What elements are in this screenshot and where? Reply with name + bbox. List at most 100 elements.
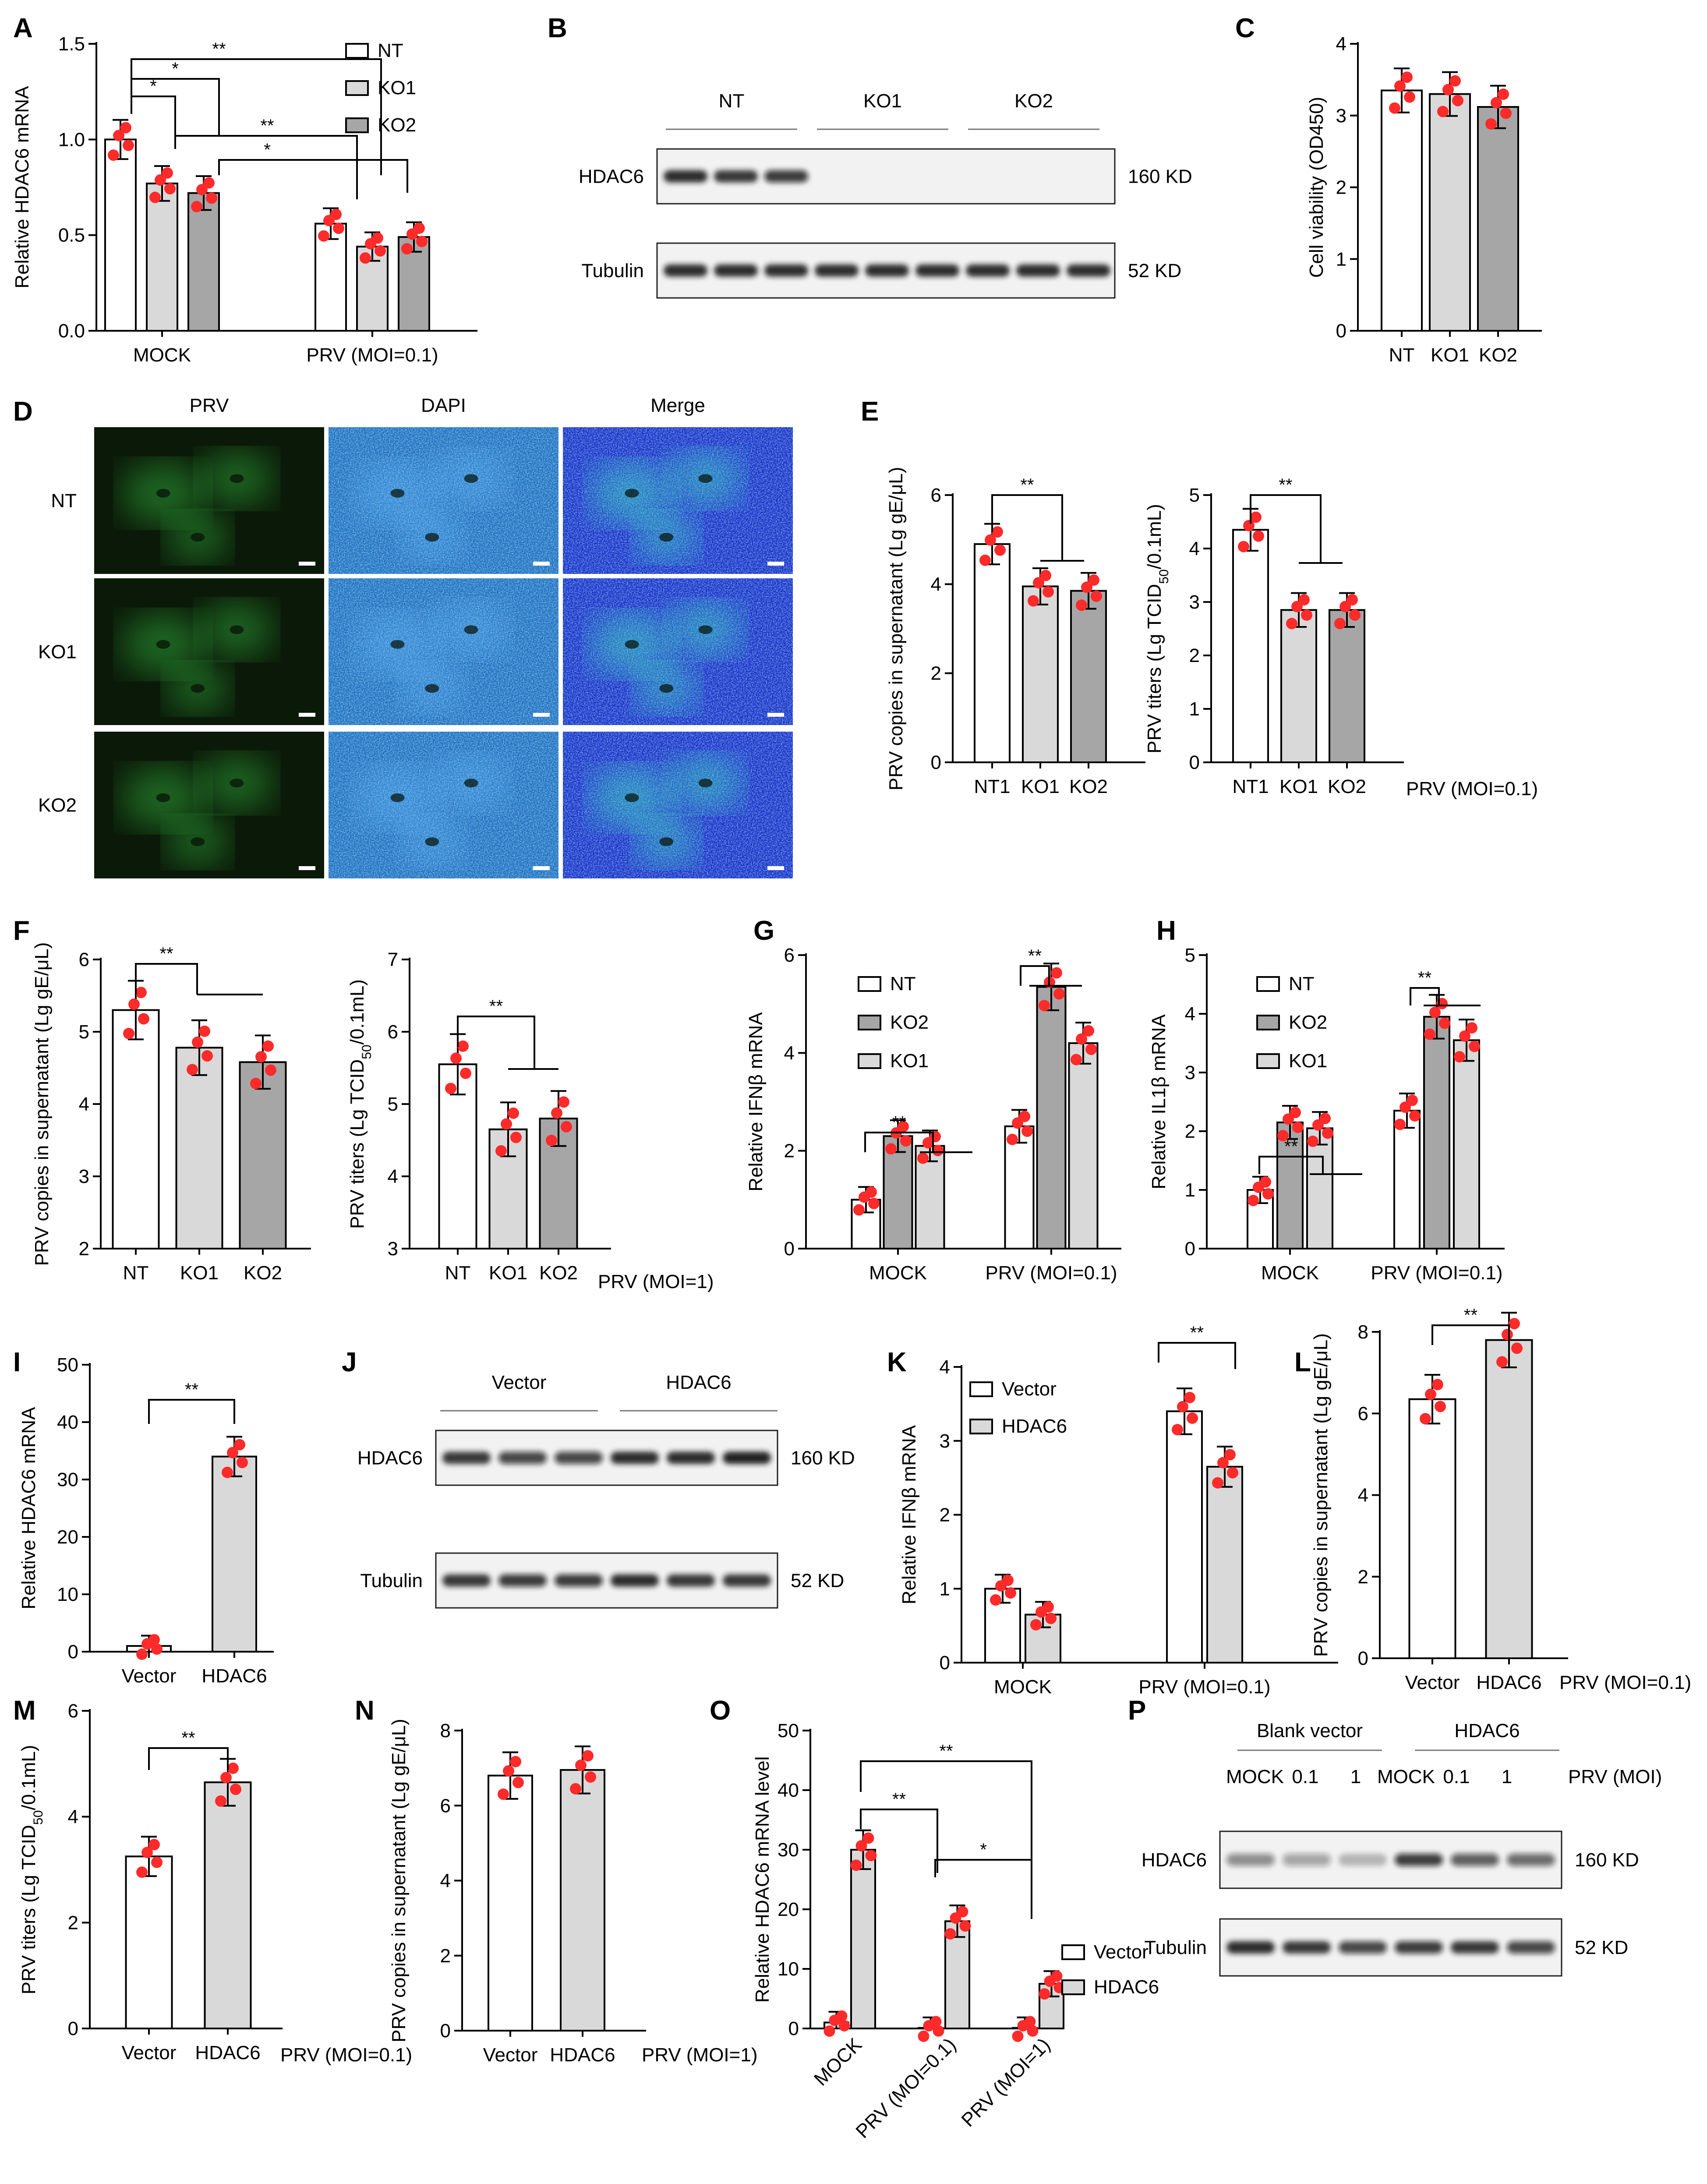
panel-letter-L: L — [1294, 1347, 1311, 1377]
data-point — [1424, 1028, 1435, 1040]
data-point — [1248, 1195, 1259, 1207]
band — [667, 1574, 715, 1587]
data-point — [498, 1788, 509, 1800]
x-tick-label: HDAC6 — [195, 2042, 260, 2064]
chart-M: 0 2 4 6 PRV titers (Lg TCID50/0.1mL) Vector HD… — [18, 1700, 412, 2066]
y-tick-label: 4 — [388, 1166, 398, 1187]
panel-letter-E: E — [861, 396, 879, 427]
y-tick-label: 4 — [68, 1806, 78, 1828]
micrograph-Merge-KO1 — [563, 578, 793, 725]
data-point — [1409, 1110, 1421, 1122]
y-axis-label: PRV copies in supernatant (Lg gE/μL) — [31, 942, 53, 1266]
bar-KO2 — [1329, 609, 1365, 764]
chart-N: 0 2 4 6 8 PRV copies in supernatant (Lg gE/μL… — [388, 1719, 757, 2066]
y-tick-label: 0.5 — [58, 225, 85, 246]
band — [664, 264, 707, 277]
legend-swatch-HDAC6 — [969, 1419, 993, 1434]
data-point — [1021, 1126, 1033, 1137]
bar-HDAC6 — [212, 1455, 257, 1653]
data-point — [546, 1135, 557, 1147]
significance-label: * — [150, 77, 157, 96]
data-point — [365, 238, 376, 250]
data-point — [406, 228, 418, 240]
bar-KO2 — [883, 1135, 913, 1250]
micrograph-PRV-NT — [94, 427, 324, 574]
data-point — [1012, 2030, 1024, 2042]
data-point — [1301, 609, 1312, 621]
panel-letter-F: F — [13, 916, 30, 946]
blot-lane-label: MOCK — [1377, 1766, 1435, 1788]
data-point — [917, 1152, 929, 1164]
plaque-center — [625, 793, 639, 802]
data-point — [1040, 570, 1051, 581]
y-tick-label: 10 — [778, 1958, 799, 1980]
y-tick-label: 2 — [1189, 645, 1200, 666]
blot-B: NT KO1 KO2 HDAC6 160 KD Tubulin 52 KD — [579, 90, 1192, 299]
plaque-center — [625, 640, 639, 649]
data-point — [1498, 88, 1509, 100]
band — [1507, 1941, 1555, 1954]
blot-lane-label: Vector — [492, 1372, 547, 1393]
data-point — [1491, 97, 1502, 109]
data-point — [510, 1132, 522, 1143]
y-tick-label: 5 — [1185, 945, 1195, 966]
legend-label: KO2 — [378, 114, 416, 136]
significance-bracket — [174, 135, 358, 199]
significance-bracket — [1158, 1342, 1236, 1369]
data-point — [1085, 1044, 1097, 1055]
significance-label: ** — [1028, 946, 1042, 966]
y-axis-label: PRV copies in supernatant (Lg gE/μL) — [388, 1719, 410, 2042]
y-tick-label: 3 — [1336, 105, 1347, 127]
data-point — [1435, 1401, 1446, 1412]
bar-Vector — [1166, 1410, 1203, 1664]
data-point — [227, 1447, 238, 1458]
y-axis-label: PRV titers (Lg TCID50/0.1mL) — [1144, 504, 1171, 754]
bar-HDAC6 — [560, 1769, 605, 2032]
data-point — [1033, 577, 1044, 589]
significance-bracket — [934, 1859, 1032, 1919]
chart-F1: 2 3 4 5 6 PRV copies in supernatant (Lg gE/μL… — [31, 942, 311, 1284]
y-tick-label: 2 — [440, 1945, 451, 1967]
data-point — [1485, 118, 1497, 130]
x-group-label: MOCK — [1261, 1262, 1319, 1284]
x-tick-label: NT — [123, 1262, 149, 1284]
y-tick-label: 0 — [940, 1652, 950, 1674]
data-point — [495, 1145, 507, 1157]
legend-swatch-KO2 — [1256, 1015, 1280, 1030]
legend-label: KO2 — [1289, 1012, 1327, 1033]
chart-I: 0 10 20 30 40 50 Relative HDAC6 mRNA Vector HDAC… — [18, 1354, 274, 1687]
bar-KO2 — [1276, 1121, 1304, 1250]
data-point — [570, 1783, 581, 1795]
band — [1451, 1854, 1499, 1866]
bar-HDAC6 — [1485, 1339, 1533, 1659]
data-point — [1005, 1587, 1016, 1599]
data-point — [1238, 541, 1249, 552]
band — [442, 1574, 491, 1587]
legend-swatch-KO1 — [1256, 1053, 1280, 1069]
data-point — [1502, 1329, 1513, 1341]
data-point — [1449, 75, 1461, 87]
band — [498, 1451, 547, 1464]
data-point — [859, 1191, 870, 1203]
data-point — [1184, 1391, 1195, 1403]
data-point — [1253, 1181, 1264, 1193]
data-point — [1312, 1119, 1324, 1131]
plaque-center — [156, 488, 170, 498]
x-tick-label: HDAC6 — [201, 1665, 267, 1687]
blot-box-HDAC6 — [1219, 1830, 1562, 1889]
plaque-center — [698, 625, 713, 634]
data-point — [1012, 1117, 1023, 1129]
plaque-center — [464, 779, 478, 788]
data-point — [136, 1866, 148, 1878]
x-tick-label: HDAC6 — [550, 2044, 615, 2066]
blot-box-HDAC6 — [435, 1430, 778, 1486]
significance-bracket — [991, 494, 1063, 561]
data-point — [1339, 601, 1351, 612]
y-tick-label: 5 — [1189, 485, 1200, 506]
y-tick-label: 6 — [388, 1021, 398, 1043]
data-point — [1452, 95, 1463, 106]
y-tick-label: 0 — [784, 1238, 795, 1260]
x-group-label: MOCK — [810, 2034, 866, 2090]
data-point — [823, 2025, 835, 2037]
data-point — [1028, 595, 1039, 607]
